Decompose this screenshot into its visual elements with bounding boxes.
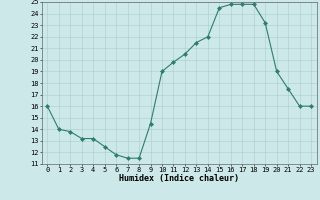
X-axis label: Humidex (Indice chaleur): Humidex (Indice chaleur) — [119, 174, 239, 183]
